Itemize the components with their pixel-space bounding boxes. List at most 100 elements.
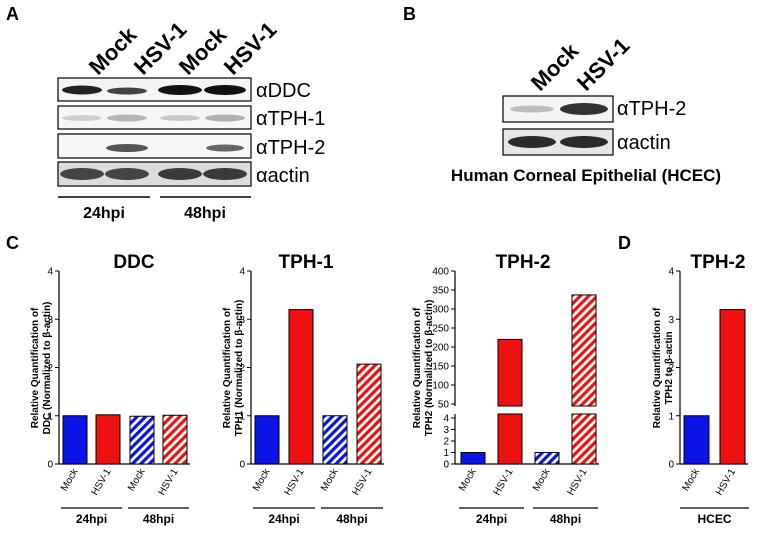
bar (162, 414, 188, 465)
bar (288, 309, 314, 465)
blot-band (62, 85, 102, 95)
bar (356, 363, 382, 465)
y-tick-label: 200 (432, 343, 449, 354)
y-tick-label: 1 (668, 411, 674, 422)
y-tick-label: 0 (47, 460, 53, 471)
antibody-label: αactin (256, 165, 310, 187)
antibody-label: αTPH-1 (256, 108, 325, 130)
bar (254, 415, 280, 465)
y-tick-label: 0 (239, 460, 245, 471)
blot-band (107, 114, 147, 122)
group-label: 24hpi (268, 512, 299, 526)
y-tick-label: 2 (47, 363, 53, 374)
chart-3: TPH-2 Relative Quantification of TPH2 to β… (652, 252, 749, 526)
antibody-label: αTPH-2 (617, 98, 686, 120)
y-tick-label: 3 (443, 425, 449, 436)
blot-strip-ddc (57, 77, 252, 102)
y-tick-label: 50 (438, 400, 450, 411)
blot-caption: Human Corneal Epithelial (HCEC) (451, 166, 721, 185)
x-category-label: HSV-1 (492, 467, 516, 498)
blot-band (205, 114, 245, 122)
y-axis-label: DDC (Normalized to β-actin) (42, 302, 53, 435)
blot-band (158, 168, 202, 180)
blot-band (62, 115, 102, 121)
bar (497, 413, 523, 465)
bar (95, 414, 121, 465)
y-axis-label: TPH2 (Normalized to β-actin) (424, 300, 435, 437)
chart-title: DDC (113, 252, 154, 273)
x-category-label: HSV-1 (351, 467, 375, 498)
x-category-label: Mock (126, 466, 148, 493)
blot-band (60, 168, 104, 180)
y-axis-label: Relative Quantification of (222, 307, 233, 428)
y-tick-label: 4 (47, 267, 53, 278)
group-label: 24hpi (76, 512, 107, 526)
x-category-label: HSV-1 (283, 467, 307, 498)
lane-label: HSV-1 (572, 33, 635, 96)
y-axis-label: Relative Quantification of (30, 307, 41, 428)
blot-band (160, 115, 200, 121)
y-tick-label: 300 (432, 305, 449, 316)
y-tick-label: 2 (668, 363, 674, 374)
y-tick-label: 3 (239, 315, 245, 326)
y-axis-label: TPH2 to β-actin (664, 331, 675, 404)
group-label: 48hpi (336, 512, 367, 526)
blot-band (508, 136, 556, 148)
timepoint-label: 48hpi (184, 205, 226, 222)
group-label: 48hpi (143, 512, 174, 526)
y-tick-label: 100 (432, 381, 449, 392)
chart-0: DDC Relative Quantification of DDC (Normal… (30, 252, 190, 526)
y-tick-label: 4 (668, 267, 674, 278)
group-label: 48hpi (550, 512, 581, 526)
bar (571, 294, 597, 407)
chart-1: TPH-1 Relative Quantification of TPH1 (Nor… (222, 252, 384, 526)
bar (497, 338, 523, 407)
blot-band (158, 85, 202, 95)
x-category-label: Mock (251, 466, 273, 493)
lane-label: Mock (84, 22, 142, 80)
x-category-label: Mock (59, 466, 81, 493)
y-tick-label: 4 (443, 414, 449, 425)
antibody-label: αactin (617, 132, 671, 154)
y-tick-label: 150 (432, 362, 449, 373)
blot-band (105, 168, 149, 180)
x-category-label: Mock (319, 466, 341, 493)
y-tick-label: 2 (443, 437, 449, 448)
y-tick-label: 3 (47, 315, 53, 326)
x-category-label: HSV-1 (714, 467, 738, 498)
bar (571, 413, 597, 465)
y-tick-label: 3 (668, 315, 674, 326)
y-tick-label: 1 (47, 411, 53, 422)
y-tick-label: 350 (432, 286, 449, 297)
panel-letter-a: A (6, 4, 19, 24)
x-category-label: HSV-1 (566, 467, 590, 498)
y-tick-label: 250 (432, 324, 449, 335)
panel-a: A Mock HSV-1 Mock HSV-1 αDDC αTPH-1 αTPH… (6, 4, 325, 222)
y-tick-label: 2 (239, 363, 245, 374)
bar (322, 415, 348, 465)
panel-letter-b: B (403, 4, 416, 24)
y-axis-label: Relative Quantification of (412, 307, 423, 428)
x-category-label: HSV-1 (90, 467, 114, 498)
panel-letter-d: D (618, 233, 631, 253)
y-tick-label: 1 (239, 411, 245, 422)
blot-strip-tph1 (57, 105, 252, 130)
blot-band (106, 144, 148, 152)
blot-band (206, 144, 244, 152)
blot-band (560, 103, 608, 115)
group-label: HCEC (697, 512, 731, 526)
x-category-label: HSV-1 (157, 467, 181, 498)
y-axis-label: TPH1 (Normalized to β-actin) (234, 300, 245, 437)
blot-band (107, 87, 147, 95)
y-tick-label: 0 (668, 460, 674, 471)
timepoint-label: 24hpi (83, 205, 125, 222)
panel-letter-c: C (6, 233, 19, 253)
blot-band (203, 168, 247, 180)
x-category-label: Mock (681, 466, 703, 493)
y-axis-label: Relative Quantification of (652, 307, 663, 428)
blot-band (510, 105, 554, 113)
bar (719, 309, 746, 465)
lane-label: HSV-1 (219, 17, 282, 80)
